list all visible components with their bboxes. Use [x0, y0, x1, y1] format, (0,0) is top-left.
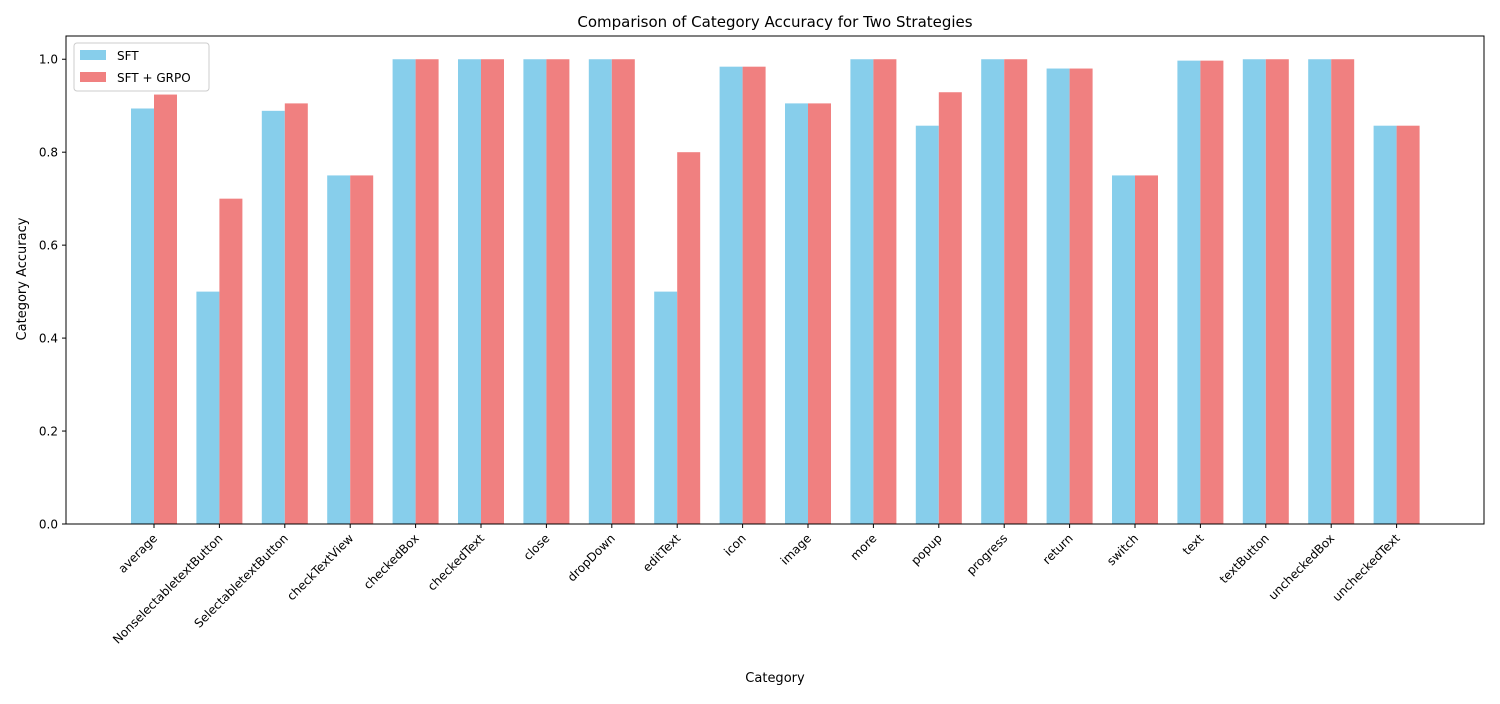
x-tick-label: popup: [908, 531, 945, 568]
bar-sft-grpo-average: [154, 94, 177, 524]
bar-sft-checkTextView: [327, 175, 351, 524]
bar-sft-SelectabletextButton: [261, 110, 285, 525]
legend-label-sft: SFT: [117, 49, 139, 63]
bar-sft-NonselectabletextButton: [196, 291, 220, 524]
bar-sft-grpo-more: [873, 59, 897, 524]
bar-sft-switch: [1112, 175, 1135, 524]
y-tick-label: 0.4: [39, 332, 58, 346]
bar-sft-editText: [654, 291, 678, 524]
bar-sft-grpo-dropDown: [611, 59, 635, 524]
x-tick-label: textButton: [1217, 531, 1272, 586]
bar-sft-grpo-text: [1200, 60, 1224, 524]
bar-sft-checkedText: [458, 59, 481, 524]
bar-sft-grpo-editText: [677, 152, 701, 524]
bars-layer: [131, 59, 1420, 525]
bar-sft-grpo-checkedBox: [415, 59, 439, 524]
plot-frame: [65, 35, 1485, 525]
x-axis-ticks: averageNonselectabletextButtonSelectable…: [110, 524, 1403, 647]
y-tick-label: 0.6: [39, 239, 58, 253]
y-tick-label: 0.0: [39, 518, 58, 532]
bar-sft-uncheckedText: [1373, 125, 1397, 525]
bar-sft-popup: [915, 125, 939, 525]
x-tick-label: icon: [721, 531, 748, 558]
x-tick-label: editText: [640, 531, 684, 575]
bar-sft-grpo-close: [546, 59, 570, 524]
x-tick-label: more: [848, 531, 880, 563]
legend-box: [73, 42, 210, 92]
x-tick-label: return: [1040, 531, 1076, 567]
bar-sft-grpo-textButton: [1265, 59, 1289, 524]
bar-sft-close: [523, 59, 547, 524]
chart-title: Comparison of Category Accuracy for Two …: [577, 13, 972, 31]
x-tick-label: text: [1180, 531, 1207, 558]
x-tick-label: uncheckedBox: [1266, 531, 1338, 603]
bar-sft-text: [1177, 60, 1201, 524]
bar-sft-image: [785, 103, 808, 524]
x-tick-label: average: [115, 531, 160, 576]
y-tick-label: 0.8: [39, 146, 58, 160]
y-tick-label: 1.0: [39, 53, 58, 67]
bar-sft-checkedBox: [392, 59, 416, 524]
x-tick-label: close: [521, 531, 553, 563]
legend: SFT SFT + GRPO: [73, 42, 210, 92]
legend-swatch-sft: [80, 50, 106, 60]
bar-sft-grpo-checkTextView: [350, 175, 374, 524]
bar-sft-grpo-progress: [1004, 59, 1028, 524]
bar-sft-grpo-uncheckedText: [1396, 125, 1420, 525]
bar-sft-grpo-return: [1069, 68, 1093, 525]
x-tick-label: checkedText: [425, 531, 487, 593]
bar-sft-grpo-uncheckedBox: [1331, 59, 1355, 524]
bar-sft-uncheckedBox: [1308, 59, 1332, 524]
bar-sft-grpo-popup: [938, 92, 962, 524]
bar-sft-average: [131, 108, 154, 524]
bar-sft-grpo-icon: [742, 66, 766, 524]
y-axis-ticks: 0.0 0.2 0.4 0.6 0.8 1.0: [39, 53, 66, 532]
bar-sft-icon: [719, 66, 743, 524]
bar-sft-grpo-NonselectabletextButton: [219, 198, 243, 524]
x-tick-label: dropDown: [565, 531, 618, 584]
x-tick-label: checkTextView: [284, 531, 356, 603]
bar-sft-dropDown: [588, 59, 612, 524]
bar-sft-grpo-checkedText: [481, 59, 504, 524]
bar-sft-grpo-SelectabletextButton: [284, 103, 308, 524]
x-tick-label: checkedBox: [361, 531, 422, 592]
bar-sft-grpo-image: [808, 103, 831, 524]
bar-sft-progress: [981, 59, 1005, 524]
x-tick-label: uncheckedText: [1330, 531, 1403, 604]
x-tick-label: switch: [1104, 531, 1141, 568]
x-tick-label: NonselectabletextButton: [110, 531, 225, 646]
x-axis-label: Category: [745, 671, 805, 686]
bar-sft-grpo-switch: [1135, 175, 1158, 524]
bar-sft-textButton: [1242, 59, 1266, 524]
bar-sft-return: [1046, 68, 1070, 525]
y-tick-label: 0.2: [39, 425, 58, 439]
legend-swatch-sft-grpo: [80, 72, 106, 82]
y-axis-label: Category Accuracy: [15, 217, 30, 340]
x-tick-label: progress: [964, 531, 1011, 578]
legend-label-sft-grpo: SFT + GRPO: [117, 71, 191, 85]
x-tick-label: image: [778, 531, 814, 567]
bar-sft-more: [850, 59, 874, 524]
